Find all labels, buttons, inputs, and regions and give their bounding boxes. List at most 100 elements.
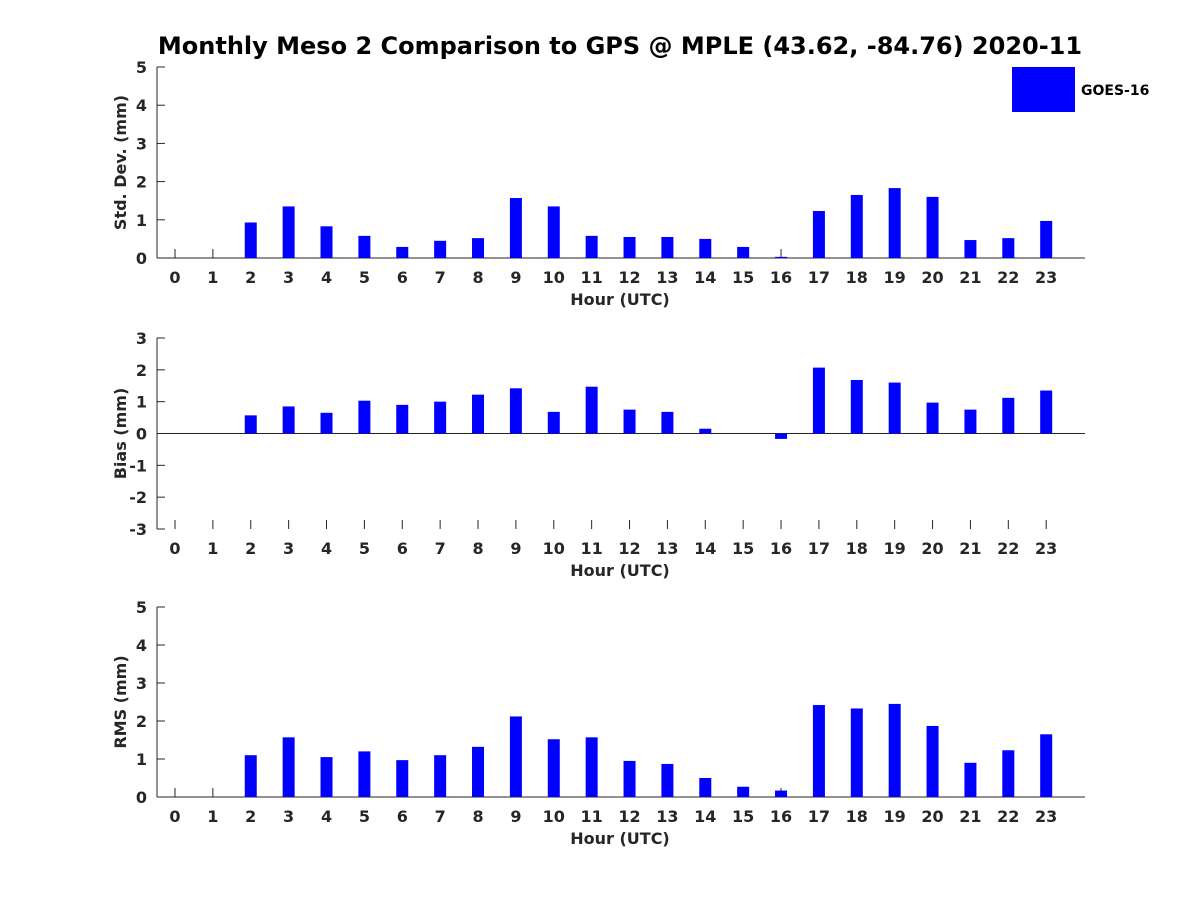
x-tick-label: 11 [581,268,603,287]
bar-hour-5 [358,400,371,434]
bar-hour-17 [812,211,825,258]
bar-hour-2 [244,755,257,797]
bar-hour-20 [926,725,939,797]
bar-hour-14 [699,238,712,258]
x-tick-label: 10 [543,807,565,826]
y-tick-label: 1 [136,750,147,769]
x-tick-label: 3 [283,539,294,558]
x-tick-label: 10 [543,539,565,558]
x-tick-label: 14 [694,807,716,826]
x-tick-label: 5 [359,539,370,558]
bar-hour-12 [623,236,636,258]
bar-hour-14 [699,428,712,434]
x-tick-label: 8 [472,807,483,826]
bar-hour-13 [661,236,674,258]
x-tick-label: 1 [207,539,218,558]
x-tick-label: 8 [472,268,483,287]
x-tick-label: 3 [283,268,294,287]
bar-hour-9 [509,388,522,434]
bar-hour-19 [888,188,901,258]
bar-hour-13 [661,763,674,797]
bar-hour-22 [1002,750,1015,797]
bar-hour-22 [1002,397,1015,434]
bar-hour-7 [434,401,447,434]
chart-title: Monthly Meso 2 Comparison to GPS @ MPLE … [158,32,1082,60]
bar-hour-14 [699,778,712,797]
x-tick-label: 2 [245,807,256,826]
y-tick-label: -1 [129,456,147,475]
y-tick-label: 0 [136,249,147,268]
y-tick-label: -2 [129,488,147,507]
bar-hour-12 [623,409,636,434]
x-tick-label: 2 [245,268,256,287]
x-tick-label: 7 [435,807,446,826]
bar-hour-3 [282,206,295,258]
x-tick-label: 9 [510,539,521,558]
y-tick-label: 0 [136,425,147,444]
x-tick-label: 12 [618,268,640,287]
x-tick-label: 5 [359,268,370,287]
bar-hour-19 [888,703,901,797]
x-tick-label: 2 [245,539,256,558]
x-tick-label: 11 [581,807,603,826]
bar-hour-8 [472,238,485,258]
y-tick-label: -3 [129,520,147,539]
bar-hour-5 [358,751,371,797]
y-tick-label: 4 [136,636,147,655]
x-tick-label: 4 [321,268,332,287]
x-tick-label: 15 [732,268,754,287]
bar-hour-18 [850,380,863,434]
bar-hour-10 [547,739,560,797]
x-tick-label: 7 [435,268,446,287]
bar-hour-11 [585,737,598,797]
legend-swatch [1012,67,1075,112]
x-tick-label: 21 [959,807,981,826]
x-tick-label: 12 [618,539,640,558]
x-tick-label: 22 [997,539,1019,558]
y-axis-label: Std. Dev. (mm) [111,95,130,230]
bar-hour-7 [434,240,447,258]
x-tick-label: 16 [770,807,792,826]
x-tick-label: 12 [618,807,640,826]
x-tick-label: 16 [770,539,792,558]
x-tick-label: 19 [884,807,906,826]
bar-hour-21 [964,240,977,258]
x-tick-label: 18 [846,807,868,826]
bar-hour-22 [1002,238,1015,258]
x-tick-label: 17 [808,807,830,826]
x-axis-label: Hour (UTC) [570,290,670,309]
x-tick-label: 18 [846,539,868,558]
bar-hour-10 [547,206,560,258]
x-tick-label: 1 [207,268,218,287]
x-tick-label: 22 [997,268,1019,287]
x-tick-label: 6 [397,807,408,826]
bar-hour-5 [358,235,371,258]
bar-hour-19 [888,382,901,434]
bar-hour-6 [396,246,409,258]
x-tick-label: 22 [997,807,1019,826]
bar-hour-3 [282,406,295,434]
x-tick-label: 15 [732,807,754,826]
legend-label: GOES-16 [1081,83,1149,99]
x-tick-label: 20 [921,807,943,826]
x-tick-label: 5 [359,807,370,826]
x-tick-label: 8 [472,539,483,558]
x-tick-label: 13 [656,807,678,826]
bar-hour-12 [623,760,636,797]
bar-hour-18 [850,708,863,797]
bar-hour-16 [775,790,788,797]
bar-hour-17 [812,705,825,797]
x-tick-label: 4 [321,539,332,558]
bar-hour-8 [472,394,485,434]
bar-hour-23 [1040,390,1053,434]
bar-hour-16 [775,256,788,258]
y-tick-label: 2 [136,361,147,380]
x-tick-label: 9 [510,268,521,287]
x-tick-label: 7 [435,539,446,558]
y-tick-label: 4 [136,96,147,115]
x-tick-label: 19 [884,539,906,558]
